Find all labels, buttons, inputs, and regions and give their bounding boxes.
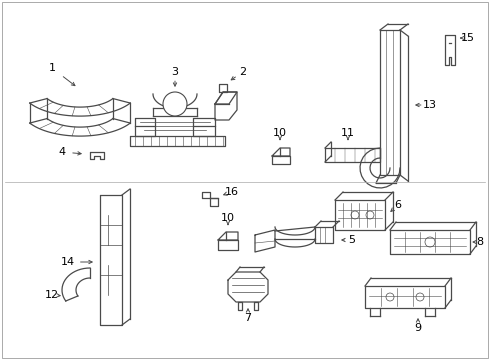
Text: 1: 1 [49, 63, 55, 73]
Circle shape [351, 211, 359, 219]
Text: 9: 9 [415, 323, 421, 333]
Text: 6: 6 [394, 200, 401, 210]
Text: 12: 12 [45, 290, 59, 300]
Text: 13: 13 [423, 100, 437, 110]
Text: 8: 8 [476, 237, 484, 247]
Text: 15: 15 [461, 33, 475, 43]
Circle shape [163, 92, 187, 116]
Text: 7: 7 [245, 313, 251, 323]
Text: 11: 11 [341, 128, 355, 138]
Circle shape [425, 237, 435, 247]
Text: 4: 4 [58, 147, 66, 157]
Text: 2: 2 [240, 67, 246, 77]
Text: 14: 14 [61, 257, 75, 267]
Circle shape [386, 293, 394, 301]
Circle shape [366, 211, 374, 219]
Circle shape [416, 293, 424, 301]
Text: 16: 16 [225, 187, 239, 197]
Text: 3: 3 [172, 67, 178, 77]
Text: 10: 10 [221, 213, 235, 223]
Text: 10: 10 [273, 128, 287, 138]
Text: 5: 5 [348, 235, 356, 245]
